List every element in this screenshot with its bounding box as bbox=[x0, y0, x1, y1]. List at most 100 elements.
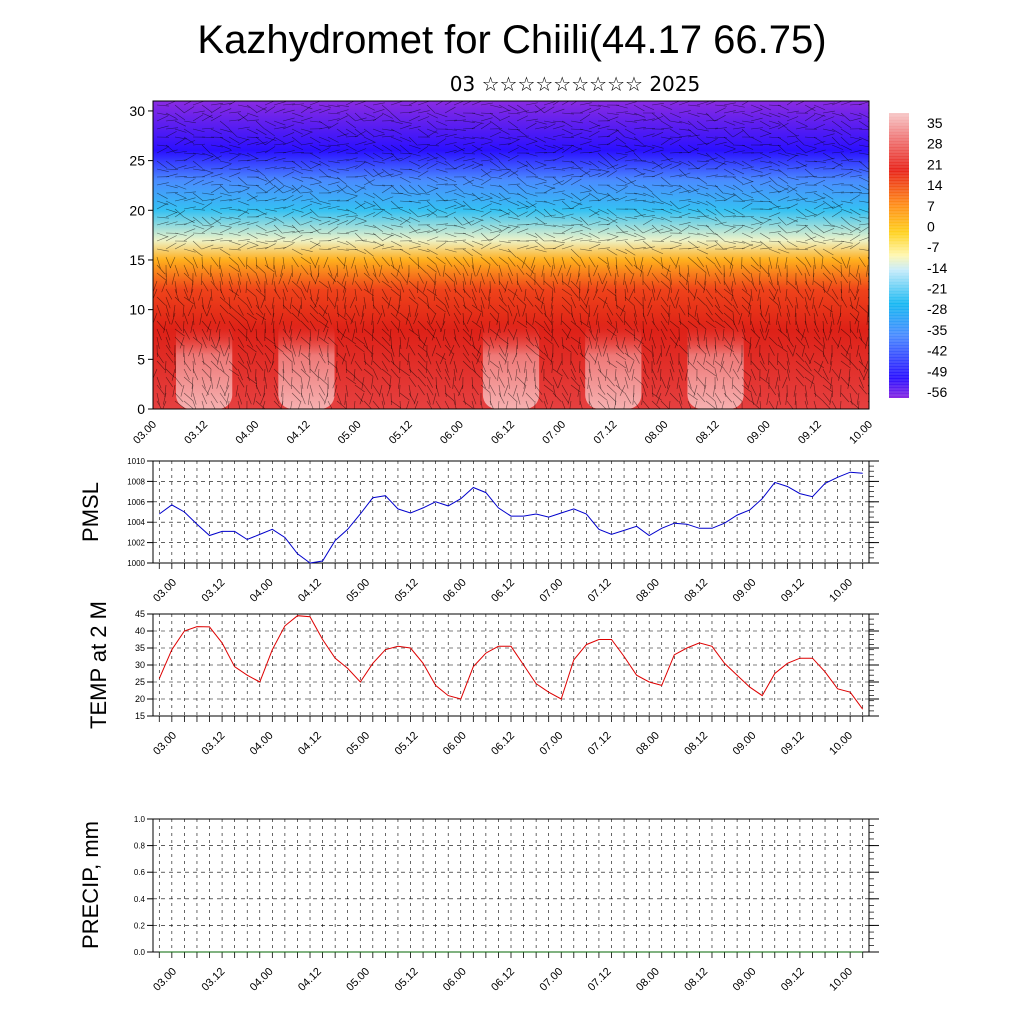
colorbar-label: -14 bbox=[927, 260, 947, 276]
pmsl-xtick-label: 07.00 bbox=[537, 577, 565, 605]
heatmap-frame bbox=[152, 100, 870, 410]
precip-xtick-label: 06.00 bbox=[441, 966, 469, 994]
temp-ylabel: TEMP at 2 M bbox=[86, 601, 111, 729]
heatmap-xtick-label: 07.12 bbox=[591, 419, 619, 447]
precip-xtick-label: 08.12 bbox=[682, 966, 710, 994]
chart-subtitle: 03 ☆☆☆☆☆☆☆☆☆ 2025 bbox=[449, 72, 701, 96]
heatmap-ytick-label: 5 bbox=[137, 351, 145, 367]
pmsl-ytick-label: 1004 bbox=[127, 518, 145, 527]
precip-xtick-label: 08.00 bbox=[634, 966, 662, 994]
heatmap-xtick-label: 05.12 bbox=[387, 419, 415, 447]
heatmap-xtick-label: 10.00 bbox=[847, 419, 875, 447]
precip-xtick-label: 05.12 bbox=[393, 966, 421, 994]
colorbar bbox=[889, 113, 909, 398]
colorbar-label: -35 bbox=[927, 322, 947, 338]
pmsl-xtick-label: 09.00 bbox=[731, 577, 759, 605]
colorbar-label: 0 bbox=[927, 218, 935, 234]
colorbar-label: -49 bbox=[927, 363, 947, 379]
precip-panel: 0.0 0.2 0.4 0.6 0.8 1.0 03.00 03.12 04.00 04.12 05… bbox=[78, 815, 879, 994]
heatmap-xtick-label: 03.00 bbox=[131, 419, 159, 447]
temp-ytick-label: 45 bbox=[135, 609, 145, 619]
pmsl-xtick-label: 05.00 bbox=[344, 577, 372, 605]
precip-xtick-label: 03.00 bbox=[151, 966, 179, 994]
temp-xtick-label: 03.00 bbox=[151, 730, 179, 758]
heatmap-xtick-label: 06.12 bbox=[489, 419, 517, 447]
chart-title: Kazhydromet for Chiili(44.17 66.75) bbox=[197, 18, 827, 62]
temp-xtick-label: 10.00 bbox=[827, 730, 855, 758]
pmsl-xtick-label: 06.00 bbox=[441, 577, 469, 605]
heatmap-xtick-label: 06.00 bbox=[438, 419, 466, 447]
heatmap-ytick-label: 0 bbox=[137, 401, 145, 417]
heatmap-xtick-label: 09.00 bbox=[745, 419, 773, 447]
heatmap-xtick-label: 04.12 bbox=[285, 419, 313, 447]
heatmap-ytick-label: 30 bbox=[129, 103, 145, 119]
colorbar-label: 28 bbox=[927, 136, 943, 152]
precip-ytick-label: 0.8 bbox=[134, 842, 146, 851]
temp-series-line bbox=[158, 615, 864, 710]
colorbar-label: 35 bbox=[927, 115, 943, 131]
colorbar-label: -56 bbox=[927, 384, 947, 400]
precip-ytick-label: 0.4 bbox=[134, 895, 146, 904]
temp-xtick-label: 09.00 bbox=[731, 730, 759, 758]
colorbar-label: 21 bbox=[927, 156, 943, 172]
pmsl-ylabel: PMSL bbox=[78, 482, 103, 542]
temp-xtick-label: 04.12 bbox=[296, 730, 324, 758]
precip-xtick-label: 04.00 bbox=[248, 966, 276, 994]
pmsl-ytick-label: 1002 bbox=[127, 539, 145, 548]
colorbar-label: -21 bbox=[927, 281, 947, 297]
pmsl-xtick-label: 03.00 bbox=[151, 577, 179, 605]
pmsl-xtick-label: 04.12 bbox=[296, 577, 324, 605]
heatmap-warm-region bbox=[687, 319, 744, 409]
temp-ytick-label: 35 bbox=[135, 643, 145, 653]
precip-xtick-label: 10.00 bbox=[827, 966, 855, 994]
heatmap-xtick-label: 08.00 bbox=[643, 419, 671, 447]
heatmap-ytick-label: 10 bbox=[129, 302, 145, 318]
temp-ytick-label: 15 bbox=[135, 711, 145, 721]
colorbar-stripes bbox=[889, 115, 909, 396]
pmsl-ytick-label: 1006 bbox=[127, 498, 145, 507]
precip-xtick-label: 03.12 bbox=[199, 966, 227, 994]
precip-xtick-label: 04.12 bbox=[296, 966, 324, 994]
heatmap-warm-region bbox=[482, 319, 540, 409]
temp-xtick-label: 03.12 bbox=[199, 730, 227, 758]
temp-xtick-label: 09.12 bbox=[779, 730, 807, 758]
pmsl-xtick-label: 09.12 bbox=[779, 577, 807, 605]
colorbar-label: -7 bbox=[927, 239, 940, 255]
precip-ytick-label: 0.2 bbox=[134, 921, 146, 930]
temp-ytick-label: 25 bbox=[135, 677, 145, 687]
precip-xtick-label: 09.00 bbox=[731, 966, 759, 994]
temp-xtick-label: 06.00 bbox=[441, 730, 469, 758]
heatmap-xtick-label: 04.00 bbox=[233, 419, 261, 447]
precip-xtick-label: 09.12 bbox=[779, 966, 807, 994]
heatmap-ytick-label: 15 bbox=[129, 252, 145, 268]
precip-xtick-label: 07.00 bbox=[537, 966, 565, 994]
precip-xtick-label: 07.12 bbox=[586, 966, 614, 994]
pmsl-panel: 1000 1002 1004 1006 1008 1010 03.00 03.12 04.00 0… bbox=[78, 457, 879, 605]
temp-xtick-label: 08.00 bbox=[634, 730, 662, 758]
heatmap-ytick-label: 20 bbox=[129, 202, 145, 218]
temp-xtick-label: 05.12 bbox=[393, 730, 421, 758]
temp-ytick-label: 30 bbox=[135, 660, 145, 670]
heatmap-ytick-label: 25 bbox=[129, 153, 145, 169]
temp-xtick-label: 04.00 bbox=[248, 730, 276, 758]
temp-xtick-label: 05.00 bbox=[344, 730, 372, 758]
pmsl-xtick-label: 08.12 bbox=[682, 577, 710, 605]
precip-xtick-label: 05.00 bbox=[344, 966, 372, 994]
pmsl-xtick-label: 04.00 bbox=[248, 577, 276, 605]
heatmap-xtick-label: 08.12 bbox=[694, 419, 722, 447]
colorbar-label: 7 bbox=[927, 198, 935, 214]
pmsl-xtick-label: 05.12 bbox=[393, 577, 421, 605]
temp-xtick-label: 08.12 bbox=[682, 730, 710, 758]
temp-xtick-label: 06.12 bbox=[489, 730, 517, 758]
pmsl-xtick-label: 10.00 bbox=[827, 577, 855, 605]
precip-ylabel: PRECIP, mm bbox=[78, 821, 103, 949]
temp-panel: 15 20 25 30 35 40 45 03.00 03.12 04.00 04.12 05.00 0… bbox=[86, 601, 879, 758]
pmsl-series-line bbox=[159, 471, 863, 564]
pmsl-xtick-label: 03.12 bbox=[199, 577, 227, 605]
heatmap-xtick-label: 09.12 bbox=[796, 419, 824, 447]
precip-ytick-label: 0.0 bbox=[134, 948, 146, 957]
pmsl-ytick-label: 1010 bbox=[127, 457, 145, 466]
pmsl-ytick-label: 1000 bbox=[127, 559, 145, 568]
pmsl-ytick-label: 1008 bbox=[127, 477, 145, 486]
